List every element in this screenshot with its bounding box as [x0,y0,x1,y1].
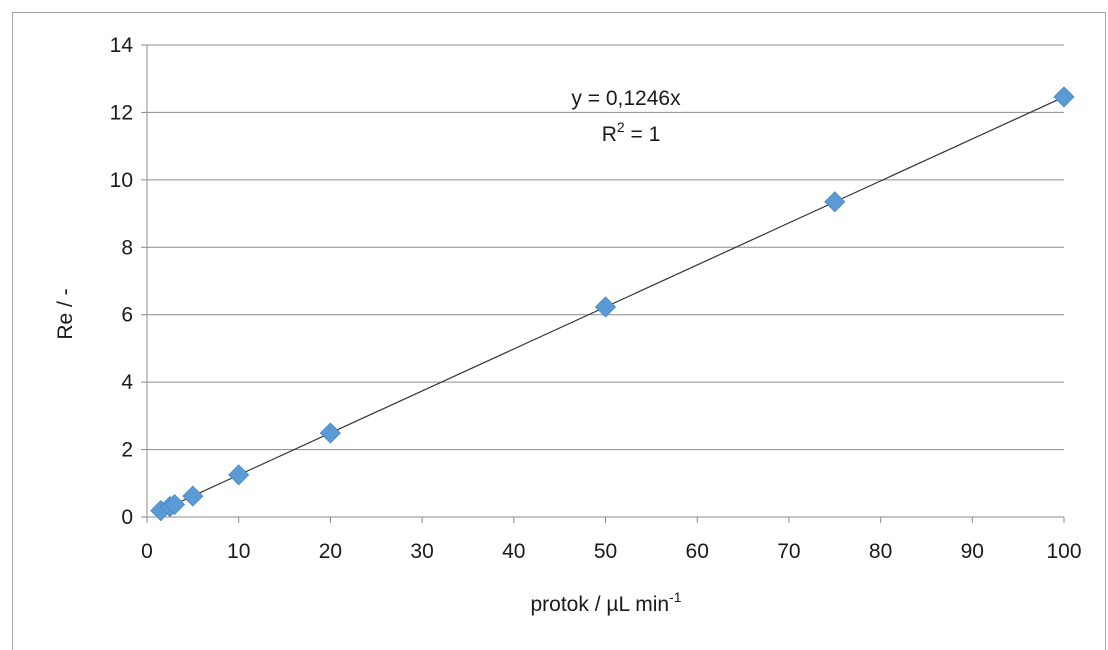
data-points [150,86,1075,522]
axis-layer: 0 2 4 6 8 10 12 14 0 10 20 30 40 50 60 70 80 90 100 [110,34,1082,563]
data-point [594,296,617,318]
trendline-equation: y = 0,1246x [571,87,681,110]
data-point [163,493,186,516]
x-tick-label: 30 [410,540,433,563]
y-tick-label: 2 [121,439,133,462]
data-point [824,191,846,213]
x-tick-label: 60 [686,540,709,563]
grid-layer [147,44,1064,451]
y-tick-label: 4 [121,371,133,394]
x-tick-label: 50 [594,540,617,563]
x-tick-label: 90 [961,540,984,563]
x-tick-label: 40 [502,540,525,563]
x-axis-title: protok / µL min-1 [531,589,682,616]
data-point [228,464,250,486]
x-tick-label: 80 [869,540,892,563]
y-tick-label: 10 [110,169,133,192]
y-tick-label: 8 [121,236,133,259]
data-point [182,485,204,507]
y-axis-title: Re / - [54,288,77,339]
x-tick-label: 100 [1046,540,1081,563]
x-tick-label: 70 [777,540,800,563]
data-point [319,422,341,444]
y-tick-label: 12 [110,101,133,124]
y-tick-label: 0 [121,506,133,529]
y-tick-label: 14 [110,34,134,57]
x-tick-label: 20 [319,540,342,563]
r-squared-label: R2 = 1 [602,119,661,146]
chart-frame [12,12,1106,650]
data-point [1053,86,1075,108]
y-tick-label: 6 [121,304,133,327]
x-tick-label: 0 [141,540,153,563]
x-tick-label: 10 [227,540,250,563]
